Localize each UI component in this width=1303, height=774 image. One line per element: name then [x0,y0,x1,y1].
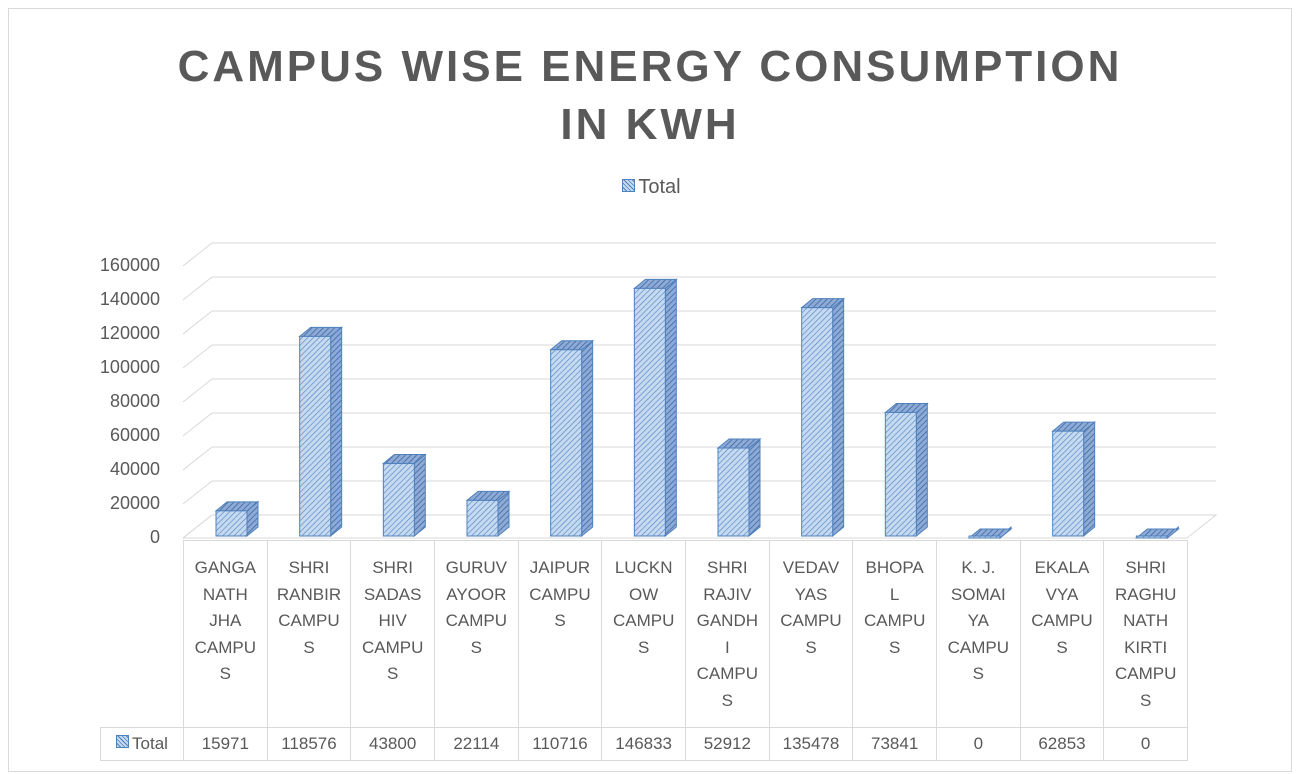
bar-group [883,402,929,538]
data-table-value: 22114 [434,727,519,761]
y-tick-label: 40000 [110,459,160,479]
grid-line [182,276,1216,301]
grid-line [182,446,1216,471]
data-table-value: 73841 [852,727,937,761]
y-tick-label: 0 [150,527,160,547]
bar-group [214,500,260,538]
grid-line [182,412,1216,437]
bar [717,447,750,537]
bar-side [1083,421,1096,538]
bar-group [549,339,595,538]
data-table-row-header: Total [100,727,184,761]
grid-line [182,344,1216,369]
bar-side [915,402,928,538]
y-tick-label: 160000 [100,255,160,275]
bar [633,287,666,537]
legend-label: Total [638,176,681,198]
category-cell: LUCKNOW CAMPUS [601,540,686,728]
category-cell: SHRI RAJIV GANDHI CAMPUS [685,540,770,728]
bar-group [632,278,678,538]
category-cell: VEDAVYAS CAMPUS [768,540,854,728]
bar-group [381,453,427,538]
category-cell: SHRI RANBIR CAMPUS [266,540,352,728]
grid-line [182,480,1216,505]
legend-key [116,735,130,748]
data-table-value: 52912 [685,727,770,761]
data-table-value: 135478 [768,727,854,761]
legend-key [622,179,636,192]
bar [299,335,332,537]
bar-side [748,437,761,538]
category-cell: EKALAVYA CAMPUS [1019,540,1105,728]
legend: Total [0,176,1303,199]
category-cell: GANGANATH JHA CAMPUS [183,540,268,728]
bar [550,349,583,537]
bar-group [1051,421,1097,538]
bar [884,411,917,537]
bar [466,499,499,537]
bar [968,535,1001,539]
y-tick-label: 60000 [110,425,160,445]
data-table-value: 0 [1103,727,1188,761]
category-cell: SHRI SADASHIV CAMPUS [350,540,435,728]
bar-side [581,339,594,538]
category-cell: BHOPAL CAMPUS [852,540,937,728]
chart-border [8,8,1292,772]
bar [1052,430,1085,537]
grid-line [182,310,1216,335]
bar [382,463,415,537]
category-cell: GURUVAYOOR CAMPUS [434,540,519,728]
category-cell: SHRI RAGHUNATH KIRTI CAMPUS [1103,540,1188,728]
data-table-value: 62853 [1019,727,1105,761]
y-tick-label: 120000 [100,323,160,343]
bar-side [330,326,343,538]
category-cell: JAIPUR CAMPUS [517,540,603,728]
bar [801,307,834,537]
bar-group [298,326,344,538]
bar-group [1134,525,1180,540]
floor [181,514,1218,539]
y-tick-label: 100000 [100,357,160,377]
chart-title: CAMPUS WISE ENERGY CONSUMPTION IN KWH [177,42,1123,149]
bar-group [465,490,511,538]
y-tick-label: 20000 [110,493,160,513]
bar-side [413,453,426,538]
bar [1135,535,1168,539]
category-cell: K. J. SOMAIYA CAMPUS [936,540,1021,728]
data-table-value: 146833 [601,727,686,761]
row-label: Total [132,734,168,753]
y-tick-label: 140000 [100,289,160,309]
bar-group [716,437,762,538]
bar-side [664,278,677,538]
bar-group [967,525,1013,540]
data-table-value: 0 [936,727,1021,761]
bar [215,510,248,537]
bar-side [832,297,845,538]
data-table-value: 110716 [517,727,603,761]
data-table-value: 118576 [266,727,352,761]
grid-line [182,378,1216,403]
bar-group [800,297,846,538]
grid-line [182,242,1216,267]
data-table-value: 15971 [183,727,268,761]
data-table-value: 43800 [350,727,435,761]
y-tick-label: 80000 [110,391,160,411]
